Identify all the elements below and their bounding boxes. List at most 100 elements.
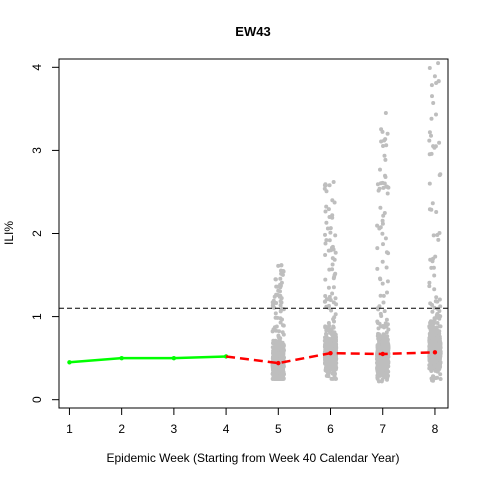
sim-point: [279, 263, 284, 268]
sim-point: [384, 330, 389, 335]
sim-point: [433, 254, 438, 259]
sim-point: [277, 294, 282, 299]
sim-point: [380, 221, 385, 226]
sim-point: [385, 131, 390, 136]
sim-point: [334, 376, 338, 381]
sim-point: [281, 373, 286, 378]
sim-point: [376, 364, 381, 369]
sim-point: [437, 140, 442, 145]
sim-point: [270, 300, 275, 305]
sim-point: [329, 308, 334, 313]
sim-point: [384, 250, 389, 255]
sim-point: [331, 371, 336, 376]
sim-point: [332, 339, 337, 344]
x-tick-label: 6: [327, 422, 334, 436]
sim-point: [327, 297, 332, 302]
sim-point: [276, 288, 281, 293]
sim-point: [324, 325, 329, 330]
sim-point: [325, 370, 330, 375]
sim-point: [331, 285, 336, 290]
sim-point: [279, 271, 284, 276]
sim-point: [280, 317, 284, 322]
sim-point: [331, 325, 336, 330]
sim-point: [434, 295, 439, 300]
sim-point: [385, 337, 390, 342]
sim-point: [437, 309, 442, 313]
sim-point: [437, 336, 442, 341]
sim-point: [325, 341, 330, 346]
sim-point: [385, 279, 390, 284]
sim-point: [274, 344, 279, 349]
sim-point: [430, 335, 435, 340]
sim-point: [427, 138, 432, 143]
sim-point: [435, 233, 440, 237]
sim-point: [324, 331, 328, 336]
sim-point: [326, 285, 331, 290]
sim-point: [324, 238, 329, 243]
x-axis: 1 2 3 4 5 6 7 8: [66, 407, 439, 436]
sim-point: [323, 277, 328, 282]
sim-point: [429, 116, 434, 121]
sim-point: [375, 306, 380, 311]
sim-point: [430, 378, 434, 383]
sim-point: [330, 291, 335, 296]
sim-point: [326, 248, 331, 253]
sim-point: [381, 185, 386, 190]
sim-point: [280, 376, 285, 381]
sim-point: [375, 344, 380, 349]
sim-point: [334, 356, 339, 361]
sim-point: [430, 259, 435, 264]
sim-point: [427, 181, 432, 186]
sim-point: [273, 311, 278, 316]
x-axis-label: Epidemic Week (Starting from Week 40 Cal…: [106, 451, 399, 465]
sim-point: [323, 232, 327, 237]
sim-point: [376, 326, 381, 331]
sim-point: [281, 351, 286, 356]
sim-point: [381, 333, 386, 338]
sim-point: [437, 331, 442, 336]
sim-point: [429, 366, 434, 371]
x-tick-label: 7: [379, 422, 386, 436]
sim-point: [438, 372, 443, 377]
sim-point: [274, 351, 279, 356]
sim-point: [326, 344, 331, 349]
sim-point: [381, 300, 386, 305]
sim-point: [331, 276, 336, 281]
sim-point: [383, 137, 388, 142]
sim-point: [276, 263, 281, 268]
sim-point: [434, 112, 438, 117]
sim-point: [333, 312, 338, 317]
sim-point: [427, 280, 432, 285]
x-tick-label: 4: [223, 422, 230, 436]
sim-point: [385, 290, 389, 295]
sim-point: [329, 359, 333, 364]
sim-point: [272, 348, 276, 353]
forecast-median-point: [432, 350, 438, 355]
sim-point: [275, 315, 280, 320]
sim-point: [436, 61, 441, 66]
y-axis-label: ILI%: [2, 221, 16, 245]
y-axis: 0 1 2 3 4: [30, 64, 60, 403]
x-tick-label: 1: [66, 422, 73, 436]
sim-point: [333, 271, 338, 276]
sim-point: [428, 346, 433, 351]
sim-point: [382, 211, 387, 215]
sim-point: [434, 326, 439, 331]
sim-point: [429, 133, 433, 138]
sim-point: [333, 296, 338, 301]
sim-point: [377, 338, 382, 343]
sim-point: [383, 157, 388, 162]
sim-point: [328, 230, 333, 235]
sim-point: [376, 361, 380, 366]
sim-point: [276, 333, 281, 338]
sim-point: [380, 129, 385, 134]
sim-point: [270, 376, 275, 381]
sim-point: [375, 373, 380, 378]
sim-point: [384, 317, 389, 322]
sim-point: [378, 167, 382, 172]
sim-point: [279, 357, 283, 362]
sim-point: [279, 268, 283, 273]
sim-point: [427, 130, 432, 135]
sim-point: [433, 342, 437, 347]
observed-point: [119, 355, 124, 361]
